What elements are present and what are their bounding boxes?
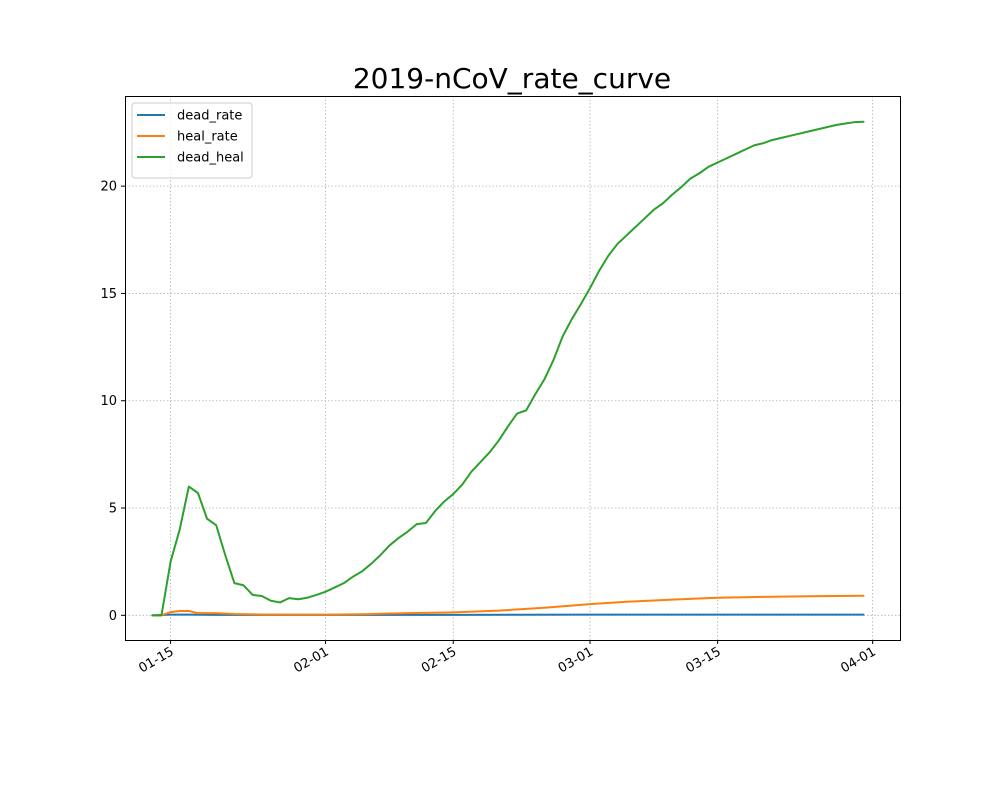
y-axis: 0 5 10 15 20 <box>100 180 125 624</box>
legend-label: heal_rate <box>177 130 238 145</box>
y-tick-label: 10 <box>100 394 117 409</box>
x-tick-label: 02-01 <box>291 644 331 676</box>
x-axis: 01-15 02-01 02-15 03-01 03-15 04-01 <box>136 640 879 676</box>
x-tick-label: 03-15 <box>683 644 723 676</box>
x-tick-label: 02-15 <box>419 644 459 676</box>
x-tick-label: 04-01 <box>838 644 878 676</box>
x-tick-label: 01-15 <box>136 644 176 676</box>
legend-label: dead_rate <box>177 109 242 124</box>
y-tick-label: 20 <box>100 180 117 195</box>
legend: dead_rate heal_rate dead_heal <box>131 102 253 179</box>
legend-box <box>131 102 253 179</box>
y-tick-label: 5 <box>109 502 117 517</box>
chart-title: 2019-nCoV_rate_curve <box>353 62 671 95</box>
plot-area-frame <box>125 96 901 641</box>
legend-label: dead_heal <box>177 151 244 166</box>
y-tick-label: 0 <box>109 609 117 624</box>
series-line-heal-rate <box>151 594 865 617</box>
x-tick-label: 03-01 <box>556 644 596 676</box>
y-tick-label: 15 <box>100 287 117 302</box>
series-lines <box>151 120 865 617</box>
series-line-dead-heal <box>151 120 865 617</box>
